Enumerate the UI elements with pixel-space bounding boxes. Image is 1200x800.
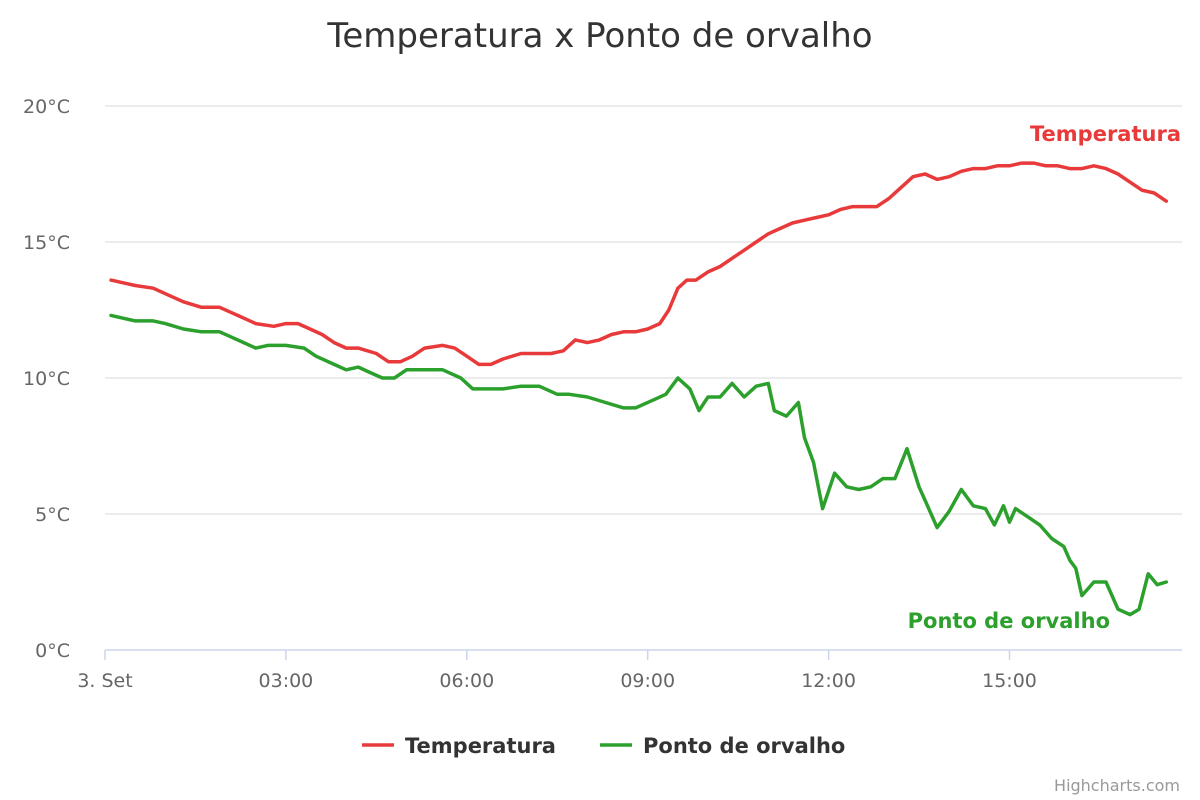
plot-area: [109, 161, 1169, 617]
y-tick-label: 5°C: [35, 504, 70, 526]
series-line-temperatura[interactable]: [109, 161, 1169, 367]
legend[interactable]: Temperatura Ponto de orvalho: [362, 734, 845, 758]
x-tick-label: 12:00: [801, 670, 856, 692]
gridlines: [105, 105, 1182, 515]
x-tick-label: 09:00: [620, 670, 675, 692]
x-tick-label: 15:00: [982, 670, 1037, 692]
series-labels: Temperatura Ponto de orvalho: [908, 122, 1181, 633]
x-tick-label: 06:00: [439, 670, 494, 692]
y-tick-label: 20°C: [23, 96, 70, 118]
legend-label: Temperatura: [405, 734, 556, 758]
y-axis: 0°C 5°C 10°C 15°C 20°C: [23, 96, 70, 662]
series-label-ponto-de-orvalho: Ponto de orvalho: [908, 609, 1110, 633]
x-tick-label: 03:00: [259, 670, 314, 692]
x-axis: 3. Set 03:00 06:00 09:00 12:00 15:00: [77, 649, 1182, 692]
y-tick-label: 10°C: [23, 368, 70, 390]
credits-link[interactable]: Highcharts.com: [1054, 776, 1180, 795]
series-label-temperatura: Temperatura: [1030, 122, 1181, 146]
x-tick-label: 3. Set: [77, 670, 132, 692]
y-tick-label: 15°C: [23, 232, 70, 254]
legend-item-ponto-de-orvalho[interactable]: Ponto de orvalho: [600, 734, 845, 758]
y-tick-label: 0°C: [35, 640, 70, 662]
chart-title: Temperatura x Ponto de orvalho: [326, 16, 872, 56]
legend-label: Ponto de orvalho: [643, 734, 845, 758]
series-line-ponto-de-orvalho[interactable]: [109, 313, 1169, 617]
legend-item-temperatura[interactable]: Temperatura: [362, 734, 556, 758]
